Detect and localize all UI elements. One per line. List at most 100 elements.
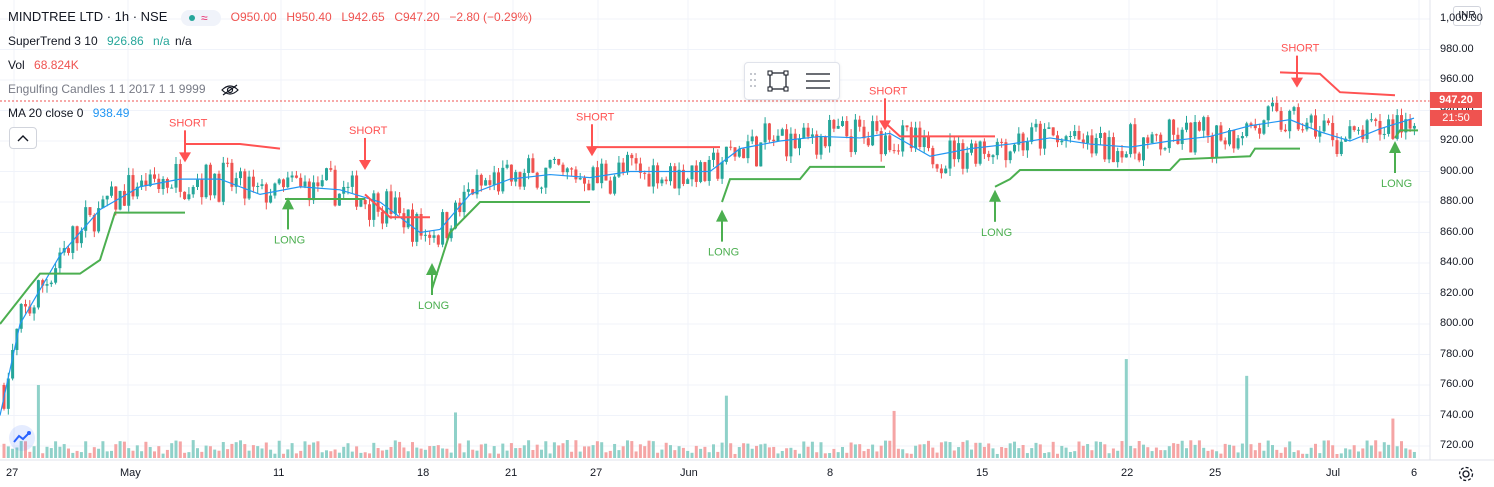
volume-bar [1111,448,1115,458]
price-tick-label: 820.00 [1440,286,1474,299]
market-status-pill[interactable]: ≈ [181,9,222,26]
volume-bar [570,451,574,458]
price-tick-label: 860.00 [1440,225,1474,238]
candle-body [153,174,156,179]
candle-body [849,136,853,153]
volume-bar [1081,445,1085,458]
volume-legend[interactable]: Vol 68.824K [8,57,85,73]
volume-bar [402,447,406,458]
candle-body [449,228,453,239]
volume-bar [669,445,672,458]
time-tick-label: Jul [1326,467,1341,479]
volume-bar [1283,447,1287,458]
symbol-title[interactable]: MINDTREE LTD · 1h · NSE [8,9,168,24]
tradingview-logo-icon[interactable] [8,424,36,452]
engulfing-legend[interactable]: Engulfing Candles 1 1 2017 1 1 9999 [8,81,239,97]
volume-bar [892,410,896,458]
candle-body [509,164,513,182]
ma20-line [0,117,1415,416]
volume-bar [71,452,75,458]
volume-bar [763,443,767,458]
gear-icon[interactable] [1457,465,1475,483]
ohlc-close: C947.20 [394,10,440,24]
volume-bar [75,450,79,458]
select-box-icon[interactable] [765,68,791,94]
volume-bar [1202,447,1206,458]
eye-off-icon[interactable] [220,84,239,96]
ma-legend[interactable]: MA 20 close 0 938.49 [8,105,135,121]
candle-body [630,154,634,159]
price-tick-label: 920.00 [1440,134,1474,146]
candle-body [75,226,79,244]
ohlc-open: O950.00 [230,10,277,24]
drawing-toolbar[interactable] [744,62,840,100]
volume-bar [712,444,715,458]
candle-body [871,121,875,146]
candle-body [1133,124,1137,154]
volume-bar [84,441,88,458]
volume-bar [1154,447,1158,458]
candle-body [746,141,750,159]
supertrend-segment [431,201,590,290]
candle-body [570,168,574,170]
long-signal-label: LONG [981,227,1012,239]
candle-body [669,166,672,182]
volume-bar [1275,449,1279,458]
volume-bar [957,447,961,458]
candle-body [1369,119,1373,121]
candle-body [67,248,70,253]
volume-bar [290,443,294,458]
volume-bar [1077,441,1081,458]
long-arrow-icon [1389,141,1401,153]
candle-body [879,131,883,155]
candle-body [269,195,273,203]
volume-bar [92,447,96,458]
candle-body [454,202,457,229]
volume-bar [1030,448,1034,458]
volume-bar [686,450,690,458]
volume-bar [901,449,905,458]
volume-bar [19,441,23,458]
candle-body [191,186,195,195]
volume-bar [673,450,677,458]
candle-body [1034,123,1038,128]
volume-bar [1094,441,1098,458]
volume-bar [449,452,453,458]
volume-bar [647,440,651,458]
volume-bar [200,451,204,458]
supertrend-legend[interactable]: SuperTrend 3 10 926.86 n/a n/a [8,33,198,49]
candle-body [776,135,780,142]
volume-bar [1318,453,1322,458]
volume-bar [1322,440,1326,458]
drag-handle-icon[interactable] [749,71,757,91]
volume-bar [1369,445,1373,458]
volume-bar [406,451,410,458]
candle-body [613,176,617,194]
collapse-legend-button[interactable] [9,127,37,149]
candle-body [617,162,621,177]
volume-bar [939,442,943,458]
volume-bar [1120,441,1124,458]
candle-body [161,178,165,190]
candle-body [406,209,410,228]
volume-bar [789,447,793,458]
candle-body [415,213,419,242]
candle-body [1099,132,1102,139]
candle-body [1322,120,1326,132]
volume-value: 68.824K [34,58,79,72]
currency-button[interactable]: INR [1453,6,1481,26]
long-signal-label: LONG [274,234,305,246]
candle-body [217,173,221,202]
volume-bar [591,445,595,458]
volume-bar [909,453,913,458]
volume-bar [428,446,432,458]
candle-body [1142,137,1145,161]
candle-body [299,177,303,187]
time-tick-label: Jun [680,467,698,479]
candle-body [1094,138,1098,154]
settings-lines-icon[interactable] [803,68,833,94]
candle-body [187,194,191,200]
candle-body [1275,102,1279,112]
volume-bars [2,359,1416,458]
